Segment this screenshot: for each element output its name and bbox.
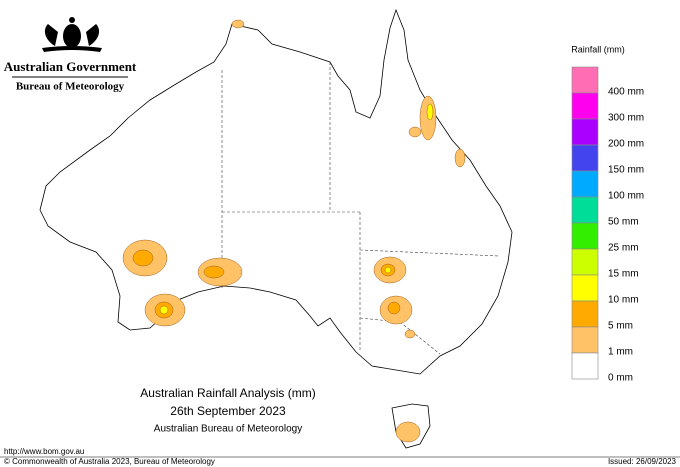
crest bbox=[42, 17, 102, 52]
legend-swatch bbox=[571, 92, 599, 120]
bureau: Bureau of Meteorology bbox=[16, 81, 125, 93]
state-borders bbox=[221, 62, 501, 355]
legend-label: 1 mm bbox=[608, 347, 633, 358]
legend-swatch bbox=[571, 170, 599, 198]
map-agency: Australian Bureau of Meteorology bbox=[154, 424, 302, 435]
legend-title: Rainfall (mm) bbox=[571, 44, 625, 54]
legend-swatch bbox=[571, 118, 599, 146]
map-date: 26th September 2023 bbox=[170, 404, 286, 418]
legend-label: 150 mm bbox=[608, 165, 644, 176]
legend-swatch bbox=[571, 144, 599, 172]
legend-label: 300 mm bbox=[608, 113, 644, 124]
legend-swatch bbox=[571, 326, 599, 354]
legend-label: 50 mm bbox=[608, 217, 639, 228]
legend-label: 200 mm bbox=[608, 139, 644, 150]
issued: Issued: 26/09/2023 bbox=[608, 457, 677, 466]
legend-label: 25 mm bbox=[608, 243, 639, 254]
copyright: © Commonwealth of Australia 2023, Bureau… bbox=[4, 457, 215, 466]
url[interactable]: http://www.bom.gov.au bbox=[4, 447, 84, 456]
legend-swatch bbox=[571, 222, 599, 250]
legend: 400 mm 300 mm 200 mm 150 mm 100 mm 50 mm 25 mm… bbox=[571, 66, 644, 384]
government: Australian Government bbox=[4, 59, 137, 74]
legend-swatch bbox=[571, 352, 599, 380]
legend-swatch bbox=[571, 300, 599, 328]
legend-label: 10 mm bbox=[608, 295, 639, 306]
legend-swatch bbox=[571, 196, 599, 224]
legend-swatch bbox=[571, 274, 599, 302]
legend-label: 5 mm bbox=[608, 321, 633, 332]
legend-swatch bbox=[571, 66, 599, 94]
legend-label: 400 mm bbox=[608, 87, 644, 98]
legend-label: 0 mm bbox=[608, 373, 633, 384]
legend-swatch bbox=[571, 248, 599, 276]
map-title: Australian Rainfall Analysis (mm) bbox=[140, 386, 315, 400]
australia bbox=[39, 8, 513, 449]
rainfall-areas bbox=[122, 19, 466, 443]
legend-label: 100 mm bbox=[608, 191, 644, 202]
legend-label: 15 mm bbox=[608, 269, 639, 280]
